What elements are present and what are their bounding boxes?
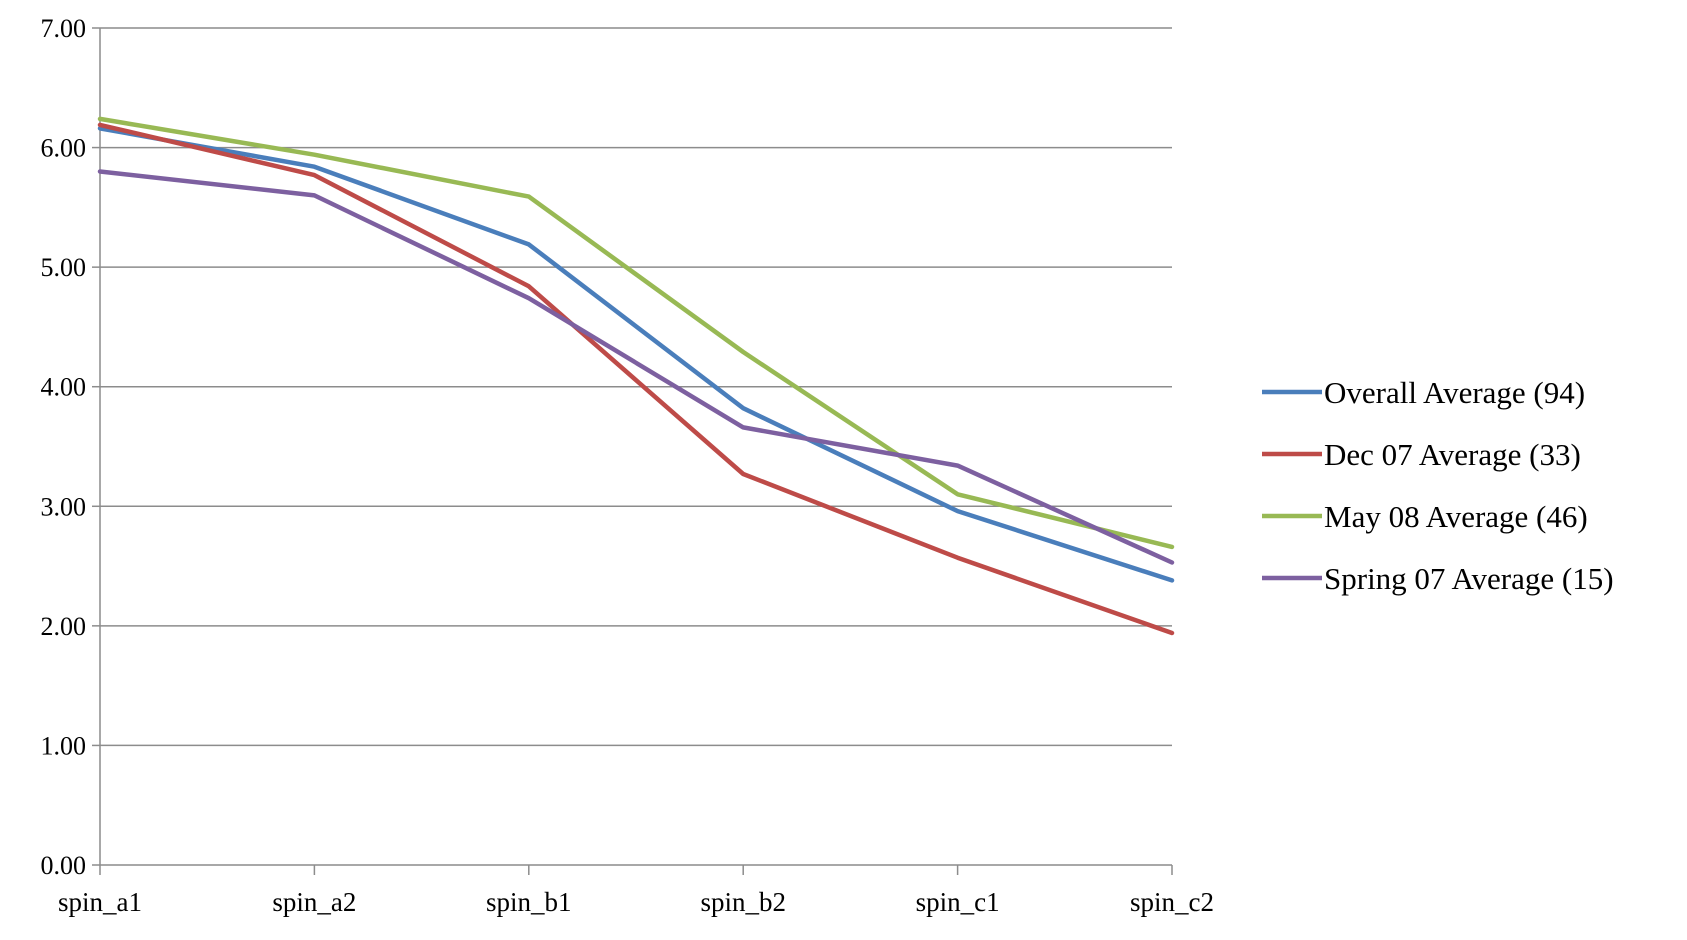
y-tick-label: 1.00	[41, 731, 87, 760]
x-tick-label: spin_c2	[1130, 887, 1214, 917]
series-line	[100, 119, 1172, 547]
x-tick-label: spin_b1	[486, 887, 572, 917]
x-tick-label: spin_a1	[58, 887, 142, 917]
y-tick-label: 6.00	[41, 134, 87, 163]
x-tick-label: spin_b2	[700, 887, 786, 917]
series-lines	[100, 119, 1172, 633]
y-tick-label: 4.00	[41, 373, 87, 402]
series-line	[100, 128, 1172, 580]
x-tick-label: spin_c1	[916, 887, 1000, 917]
y-tick-label: 3.00	[41, 492, 87, 521]
y-tick-label: 0.00	[41, 851, 87, 880]
legend-label: Dec 07 Average (33)	[1324, 437, 1581, 472]
legend: Overall Average (94) Dec 07 Average (33) M…	[1262, 375, 1614, 596]
legend-label: May 08 Average (46)	[1324, 499, 1588, 534]
legend-label: Overall Average (94)	[1324, 375, 1585, 410]
y-tick-label: 5.00	[41, 253, 87, 282]
series-line	[100, 125, 1172, 633]
x-tick-label: spin_a2	[272, 887, 356, 917]
gridlines	[100, 28, 1172, 745]
legend-label: Spring 07 Average (15)	[1324, 561, 1614, 596]
series-line	[100, 172, 1172, 563]
y-tick-label: 2.00	[41, 612, 87, 641]
y-tick-label: 7.00	[41, 14, 87, 43]
